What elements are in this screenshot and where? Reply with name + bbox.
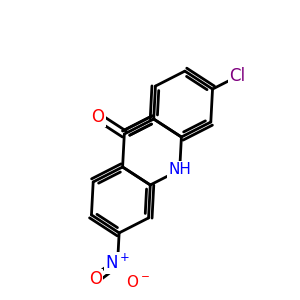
- Text: $\mathregular{O^-}$: $\mathregular{O^-}$: [126, 274, 150, 290]
- Text: $\mathregular{N^+}$: $\mathregular{N^+}$: [105, 253, 130, 272]
- Text: NH: NH: [168, 163, 191, 178]
- Text: O: O: [89, 270, 102, 288]
- Text: Cl: Cl: [230, 67, 246, 85]
- Text: O: O: [92, 108, 104, 126]
